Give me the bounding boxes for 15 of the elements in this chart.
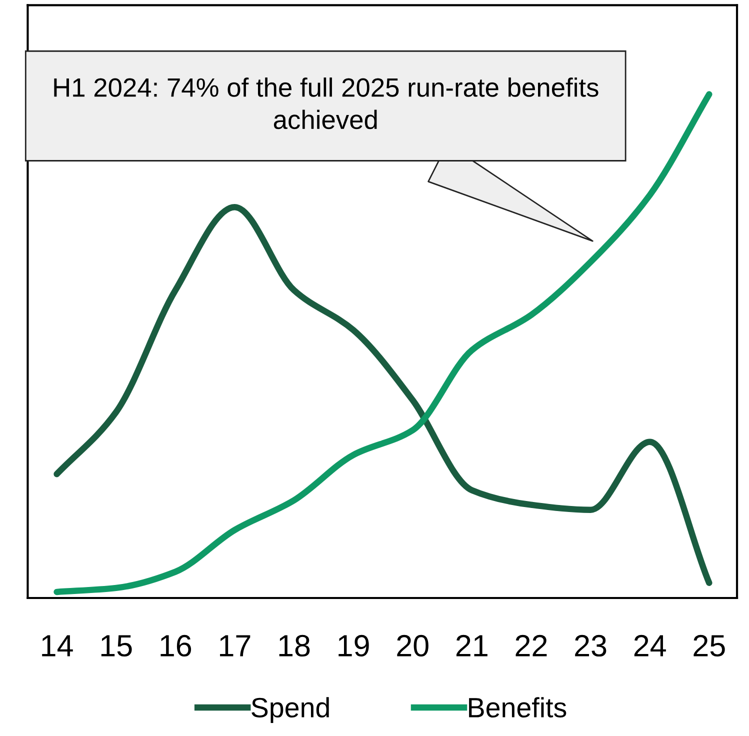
x-tick-label: 18: [279, 634, 310, 657]
x-tick-label: 22: [516, 634, 547, 656]
x-tick-label: 14: [42, 635, 73, 656]
x-tick-label: 23: [575, 634, 606, 657]
legend-label: Spend: [252, 697, 329, 723]
x-tick-label: 15: [101, 635, 132, 657]
annotation: H1 2024: 74% of the full 2025 run-rate benefits achieved: [54, 78, 598, 130]
x-tick-label: 21: [456, 634, 488, 656]
x-tick-label: 20: [397, 634, 428, 657]
x-tick-label: 17: [220, 635, 250, 656]
x-tick-label: 24: [634, 634, 666, 656]
x-tick-label: 16: [160, 634, 192, 657]
x-tick-label: 19: [338, 634, 369, 657]
x-tick-label: 25: [694, 634, 725, 657]
legend-label: Benefits: [469, 697, 566, 718]
